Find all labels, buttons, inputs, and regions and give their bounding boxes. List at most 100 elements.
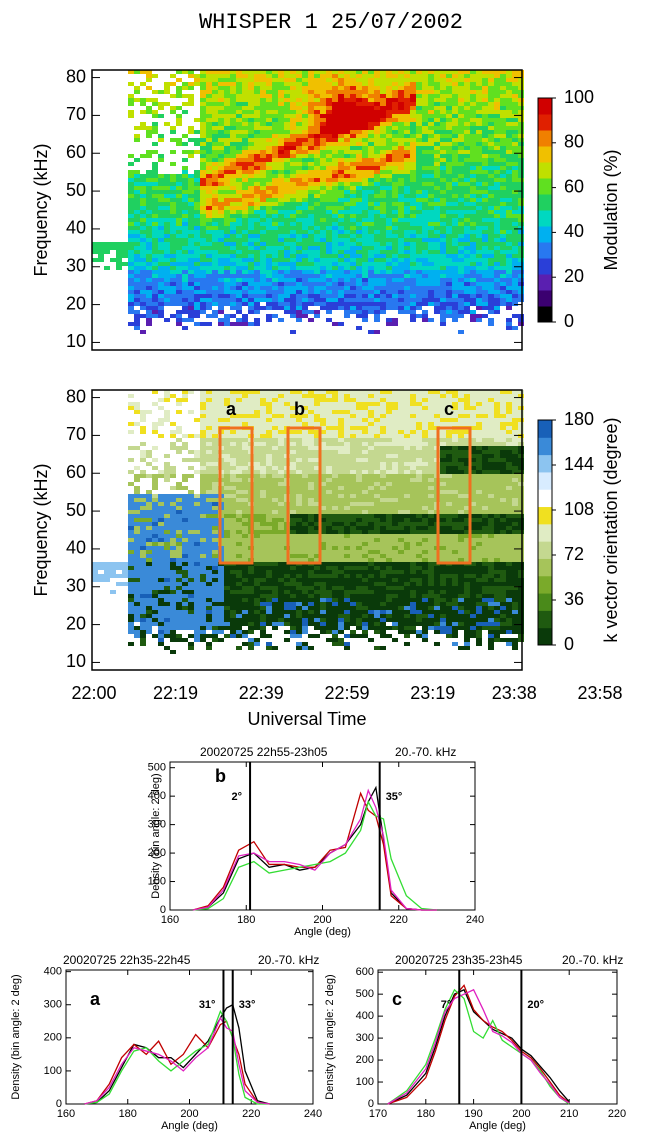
- spectrogram-cell: [140, 562, 146, 566]
- spectrogram-cell: [434, 174, 440, 178]
- spectrogram-cell: [278, 142, 284, 146]
- spectrogram-cell: [428, 166, 434, 170]
- spectrogram-cell: [218, 250, 224, 254]
- spectrogram-cell: [182, 446, 188, 450]
- spectrogram-cell: [512, 230, 518, 234]
- spectrogram-cell: [134, 510, 140, 514]
- spectrogram-cell: [422, 122, 428, 126]
- spectrogram-cell: [182, 638, 188, 642]
- spectrogram-cell: [392, 298, 398, 302]
- spectrogram-cell: [194, 218, 200, 222]
- spectrogram-cell: [494, 94, 500, 98]
- spectrogram-cell: [332, 218, 338, 222]
- spectrogram-cell: [260, 214, 266, 218]
- spectrogram-cell: [338, 166, 344, 170]
- spectrogram-cell: [308, 190, 314, 194]
- spectrogram-cell: [230, 490, 236, 494]
- spectrogram-cell: [446, 242, 452, 246]
- spectrogram-cell: [398, 190, 404, 194]
- spectrogram-cell: [404, 178, 410, 182]
- spectrogram-cell: [446, 130, 452, 134]
- spectrogram-cell: [176, 242, 182, 246]
- spectrogram-cell: [338, 222, 344, 226]
- spectrogram-cell: [416, 194, 422, 198]
- spectrogram-cell: [422, 126, 428, 130]
- spectrogram-cell: [338, 322, 344, 326]
- spectrogram-cell: [230, 458, 236, 462]
- spectrogram-cell: [206, 258, 212, 262]
- spectrogram-cell: [116, 258, 122, 262]
- spectrogram-cell: [104, 562, 110, 566]
- spectrogram-cell: [506, 270, 512, 274]
- spectrogram-cell: [218, 566, 224, 570]
- spectrogram-cell: [140, 470, 146, 474]
- spectrogram-cell: [152, 230, 158, 234]
- spectrogram-cell: [164, 186, 170, 190]
- spectrogram-cell: [170, 610, 176, 614]
- spectrogram-cell: [416, 174, 422, 178]
- spectrogram-cell: [308, 214, 314, 218]
- spectrogram-cell: [128, 218, 134, 222]
- spectrogram-cell: [380, 266, 386, 270]
- spectrogram-cell: [356, 162, 362, 166]
- spectrogram-cell: [224, 506, 230, 510]
- spectrogram-cell: [140, 582, 146, 586]
- spectrogram-cell: [212, 122, 218, 126]
- spectrogram-cell: [128, 582, 134, 586]
- spectrogram-cell: [464, 110, 470, 114]
- spectrogram-cell: [188, 546, 194, 550]
- spectrogram-cell: [308, 226, 314, 230]
- spectrogram-cell: [320, 266, 326, 270]
- spectrogram-cell: [218, 234, 224, 238]
- spectrogram-cell: [518, 210, 524, 214]
- spectrogram-cell: [164, 518, 170, 522]
- spectrogram-cell: [392, 270, 398, 274]
- spectrogram-cell: [464, 142, 470, 146]
- spectrogram-cell: [200, 110, 206, 114]
- spectrogram-cell: [260, 78, 266, 82]
- spectrogram-cell: [440, 246, 446, 250]
- spectrogram-cell: [374, 158, 380, 162]
- spectrogram-cell: [338, 278, 344, 282]
- spectrogram-cell: [302, 306, 308, 310]
- spectrogram-cell: [464, 118, 470, 122]
- spectrogram-cell: [488, 126, 494, 130]
- spectrogram-cell: [266, 78, 272, 82]
- spectrogram-cell: [224, 498, 230, 502]
- spectrogram-cell: [224, 442, 230, 446]
- spectrogram-cell: [374, 310, 380, 314]
- spectrogram-cell: [470, 222, 476, 226]
- spectrogram-cell: [152, 510, 158, 514]
- spectrogram-cell: [158, 226, 164, 230]
- spectrogram-cell: [200, 390, 206, 394]
- spectrogram-cell: [374, 226, 380, 230]
- spectrogram-cell: [272, 86, 278, 90]
- spectrogram-cell: [146, 518, 152, 522]
- spectrogram-cell: [422, 74, 428, 78]
- spectrogram-cell: [176, 118, 182, 122]
- spectrogram-cell: [170, 466, 176, 470]
- spectrogram-cell: [164, 258, 170, 262]
- spectrogram-cell: [242, 414, 248, 418]
- spectrogram-cell: [356, 98, 362, 102]
- spectrogram-cell: [458, 238, 464, 242]
- spectrogram-cell: [464, 250, 470, 254]
- spectrogram-cell: [386, 262, 392, 266]
- spectrogram-cell: [338, 126, 344, 130]
- spectrogram-cell: [476, 78, 482, 82]
- spectrogram-cell: [152, 590, 158, 594]
- spectrogram-cell: [416, 106, 422, 110]
- spectrogram-cell: [152, 494, 158, 498]
- spectrogram-cell: [362, 130, 368, 134]
- spectrogram-cell: [170, 278, 176, 282]
- spectrogram-cell: [404, 198, 410, 202]
- spectrogram-cell: [434, 222, 440, 226]
- spectrogram-cell: [356, 246, 362, 250]
- spectrogram-cell: [188, 410, 194, 414]
- spectrogram-cell: [134, 254, 140, 258]
- spectrogram-cell: [482, 298, 488, 302]
- spectrogram-cell: [518, 202, 524, 206]
- spectrogram-cell: [410, 90, 416, 94]
- spectrogram-cell: [236, 510, 242, 514]
- spectrogram-cell: [428, 142, 434, 146]
